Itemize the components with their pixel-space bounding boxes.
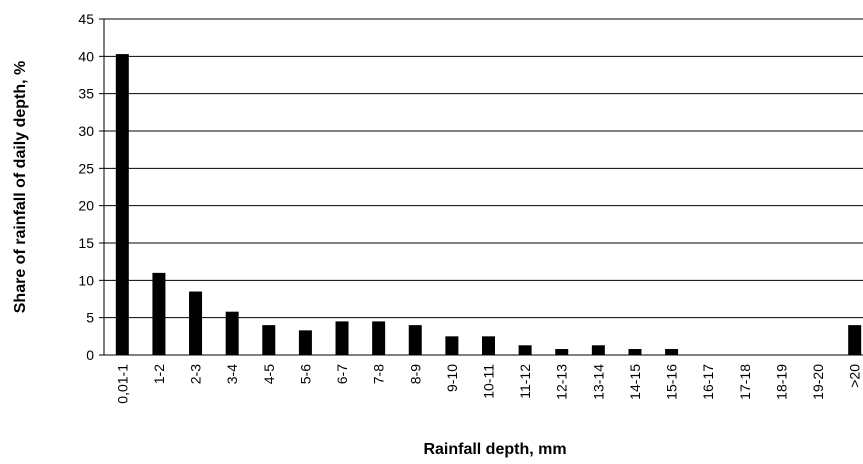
y-tick-label: 10: [78, 272, 94, 288]
x-tick-label: 1-2: [151, 364, 167, 384]
y-tick-label: 25: [78, 160, 94, 176]
bar: [335, 321, 349, 355]
bar: [152, 272, 166, 355]
x-tick-label: 4-5: [261, 364, 277, 384]
y-tick-label: 45: [78, 11, 94, 27]
y-tick-label: 5: [86, 310, 94, 326]
x-tick-label: 14-15: [627, 364, 643, 400]
bar: [225, 311, 239, 355]
y-tick-label: 0: [86, 347, 94, 363]
bar: [372, 321, 386, 355]
bar: [665, 349, 679, 355]
bar: [408, 325, 422, 355]
y-tick-label: 20: [78, 198, 94, 214]
x-axis-label: Rainfall depth, mm: [423, 441, 566, 458]
bar: [518, 345, 532, 355]
bar: [115, 54, 129, 356]
bar: [189, 291, 203, 355]
bar: [445, 336, 459, 355]
x-tick-label: 15-16: [664, 364, 680, 400]
x-tick-label: 16-17: [700, 364, 716, 400]
x-tick-label: 2-3: [188, 364, 204, 384]
x-tick-label: 12-13: [554, 364, 570, 400]
bar: [262, 325, 276, 355]
bar: [591, 345, 605, 355]
y-axis-label: Share of rainfall of daily depth, %: [12, 61, 29, 313]
x-tick-label: 3-4: [224, 364, 240, 384]
y-tick-label: 40: [78, 48, 94, 64]
x-tick-label: 6-7: [334, 364, 350, 384]
bar: [848, 325, 862, 355]
x-tick-label: 5-6: [297, 364, 313, 384]
x-tick-label: 17-18: [737, 364, 753, 400]
bar: [555, 349, 569, 355]
y-tick-label: 30: [78, 123, 94, 139]
y-tick-label: 15: [78, 235, 94, 251]
x-tick-label: 0,01-1: [114, 364, 130, 404]
x-tick-label: 10-11: [481, 364, 497, 399]
x-tick-label: 13-14: [590, 364, 606, 400]
x-tick-label: 19-20: [810, 364, 826, 400]
bar: [628, 349, 642, 355]
x-tick-label: 11-12: [517, 364, 533, 399]
x-tick-label: 8-9: [407, 364, 423, 384]
x-tick-label: 18-19: [773, 364, 789, 400]
x-tick-label: >20: [847, 364, 863, 388]
y-tick-label: 35: [78, 86, 94, 102]
bar: [482, 336, 495, 355]
x-tick-label: 7-8: [371, 364, 387, 384]
bar: [298, 330, 312, 355]
x-tick-label: 9-10: [444, 364, 460, 392]
